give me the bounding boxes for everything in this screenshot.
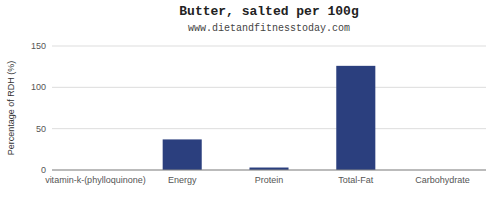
grid-line [52,87,486,88]
x-axis: vitamin-k-(phylloquinone) Energy Protein To… [45,170,486,185]
y-tick-label: 150 [31,41,46,51]
chart: Butter, salted per 100g www.dietandfitnes… [0,0,500,200]
grid-line [52,128,486,129]
x-tick-label: vitamin-k-(phylloquinone) [45,175,146,185]
x-axis-line [52,170,486,171]
y-tick-label: 100 [31,82,46,92]
subtitle: www.dietandfitnesstoday.com [188,23,350,34]
grid-line [52,46,486,47]
x-tick-label: Energy [168,175,197,185]
y-tick-label: 0 [41,165,46,175]
x-tick-label: Total-Fat [338,175,374,185]
title: Butter, salted per 100g [179,4,359,19]
chart-container: Butter, salted per 100g www.dietandfitnes… [0,0,500,200]
x-tick-label: Protein [255,175,284,185]
y-tick-label: 50 [36,124,46,134]
bars [163,66,376,170]
y-axis-label: Percentage of RDH (%) [6,61,16,156]
bar [163,139,202,170]
x-tick-label: Carbohydrate [415,175,470,185]
y-axis: 0 50 100 150 [31,41,486,175]
bar [336,66,375,170]
grid-line [52,170,486,171]
